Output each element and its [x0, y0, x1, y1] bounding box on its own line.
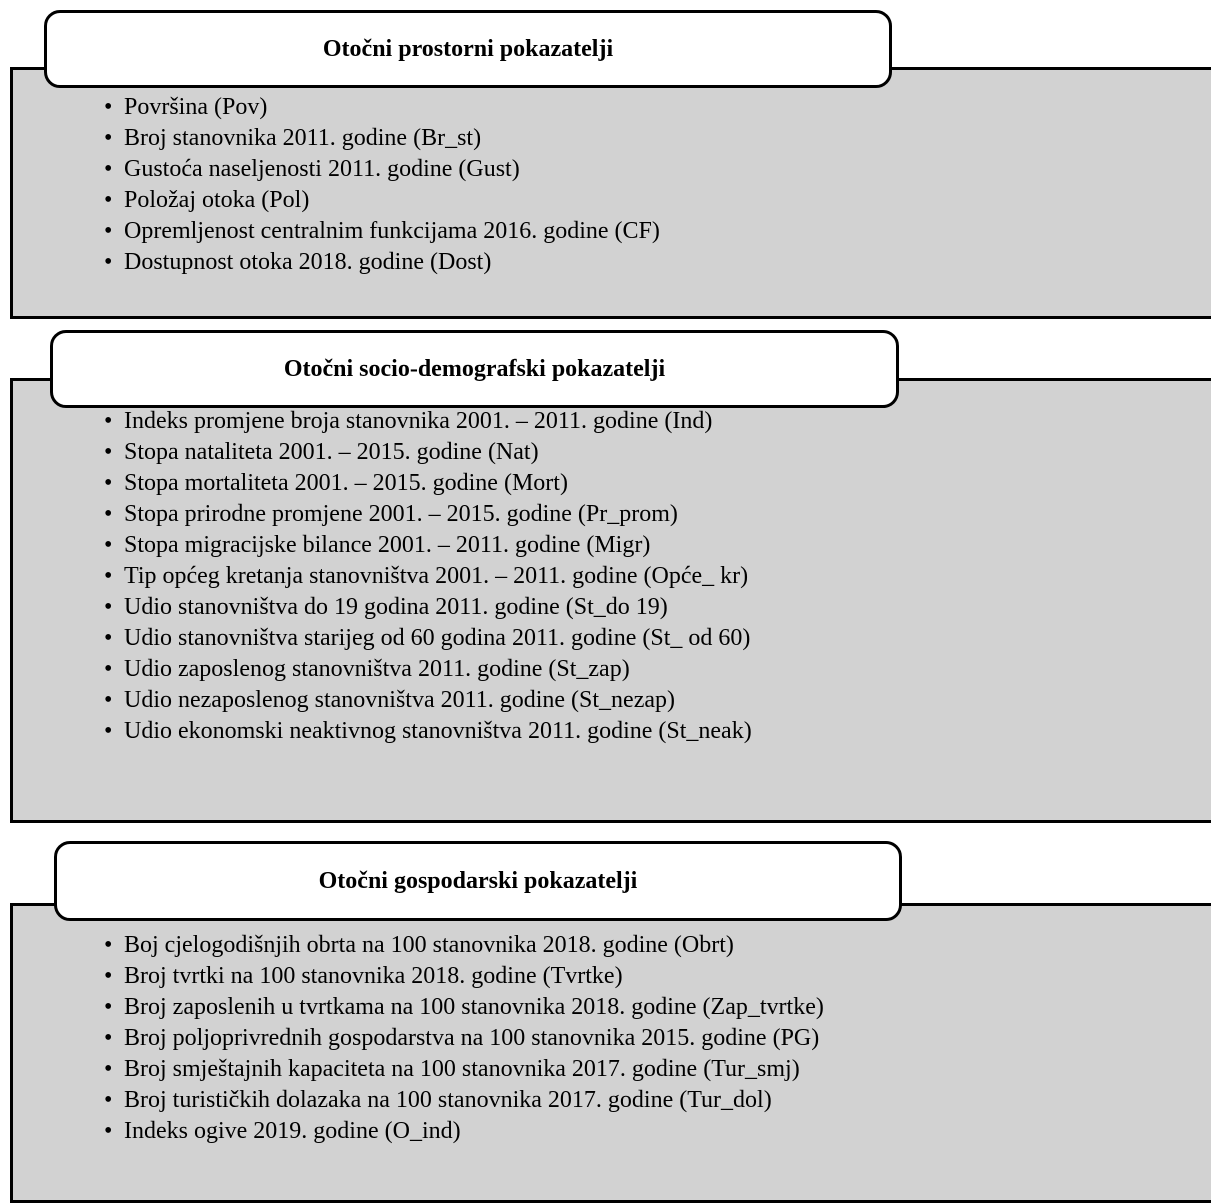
bullet-icon: •: [104, 249, 113, 275]
bullet-icon: •: [104, 408, 113, 434]
list-item: • Broj turističkih dolazaka na 100 stanov…: [104, 1085, 824, 1116]
list-item: • Broj zaposlenih u tvrtkama na 100 stano…: [104, 992, 824, 1023]
bullet-icon: •: [104, 1025, 113, 1051]
list-item: • Broj smještajnih kapaciteta na 100 stan…: [104, 1054, 824, 1085]
bullet-icon: •: [104, 656, 113, 682]
list-item: • Površina (Pov): [104, 92, 660, 123]
list-item: • Boj cjelogodišnjih obrta na 100 stanovn…: [104, 930, 824, 961]
indicator-label: Opremljenost centralnim funkcijama 2016.…: [124, 218, 660, 244]
bullet-icon: •: [104, 1056, 113, 1082]
bullet-icon: •: [104, 470, 113, 496]
list-item: • Stopa migracijske bilance 2001. – 2011.…: [104, 530, 752, 561]
list-item: • Udio ekonomski neaktivnog stanovništva …: [104, 716, 752, 747]
list-item: • Udio nezaposlenog stanovništva 2011. go…: [104, 685, 752, 716]
indicator-list: • Indeks promjene broja stanovnika 2001. …: [104, 406, 752, 747]
section-title: Otočni gospodarski pokazatelji: [54, 841, 902, 921]
indicator-label: Stopa mortaliteta 2001. – 2015. godine (…: [124, 470, 568, 496]
bullet-icon: •: [104, 1118, 113, 1144]
indicator-label: Indeks promjene broja stanovnika 2001. –…: [124, 408, 713, 434]
indicator-label: Broj stanovnika 2011. godine (Br_st): [124, 125, 482, 151]
indicator-label: Broj poljoprivrednih gospodarstva na 100…: [124, 1025, 820, 1051]
indicator-label: Položaj otoka (Pol): [124, 187, 310, 213]
bullet-icon: •: [104, 625, 113, 651]
bullet-icon: •: [104, 963, 113, 989]
indicator-label: Broj tvrtki na 100 stanovnika 2018. godi…: [124, 963, 623, 989]
section-panel: [10, 378, 1211, 823]
indicator-label: Udio stanovništva starijeg od 60 godina …: [124, 625, 751, 651]
list-item: • Stopa mortaliteta 2001. – 2015. godine …: [104, 468, 752, 499]
list-item: • Indeks ogive 2019. godine (O_ind): [104, 1116, 824, 1147]
list-item: • Gustoća naseljenosti 2011. godine (Gust…: [104, 154, 660, 185]
indicator-label: Površina (Pov): [124, 94, 268, 120]
list-item: • Tip općeg kretanja stanovništva 2001. –…: [104, 561, 752, 592]
bullet-icon: •: [104, 932, 113, 958]
indicator-label: Stopa nataliteta 2001. – 2015. godine (N…: [124, 439, 539, 465]
list-item: • Indeks promjene broja stanovnika 2001. …: [104, 406, 752, 437]
list-item: • Stopa nataliteta 2001. – 2015. godine (…: [104, 437, 752, 468]
indicator-label: Stopa prirodne promjene 2001. – 2015. go…: [124, 501, 678, 527]
list-item: • Dostupnost otoka 2018. godine (Dost): [104, 247, 660, 278]
list-item: • Udio stanovništva starijeg od 60 godina…: [104, 623, 752, 654]
indicator-label: Boj cjelogodišnjih obrta na 100 stanovni…: [124, 932, 734, 958]
bullet-icon: •: [104, 439, 113, 465]
list-item: • Položaj otoka (Pol): [104, 185, 660, 216]
bullet-icon: •: [104, 1087, 113, 1113]
bullet-icon: •: [104, 594, 113, 620]
section-spatial-indicators: Otočni prostorni pokazatelji • Površina (…: [0, 0, 1211, 330]
indicator-label: Indeks ogive 2019. godine (O_ind): [124, 1118, 461, 1144]
indicator-label: Broj zaposlenih u tvrtkama na 100 stanov…: [124, 994, 824, 1020]
bullet-icon: •: [104, 187, 113, 213]
indicator-label: Dostupnost otoka 2018. godine (Dost): [124, 249, 492, 275]
list-item: • Stopa prirodne promjene 2001. – 2015. g…: [104, 499, 752, 530]
bullet-icon: •: [104, 125, 113, 151]
list-item: • Udio stanovništva do 19 godina 2011. go…: [104, 592, 752, 623]
list-item: • Opremljenost centralnim funkcijama 2016…: [104, 216, 660, 247]
section-title: Otočni socio-demografski pokazatelji: [50, 330, 899, 408]
indicator-label: Stopa migracijske bilance 2001. – 2011. …: [124, 532, 651, 558]
bullet-icon: •: [104, 994, 113, 1020]
indicator-list: • Boj cjelogodišnjih obrta na 100 stanovn…: [104, 930, 824, 1147]
bullet-icon: •: [104, 532, 113, 558]
list-item: • Broj poljoprivrednih gospodarstva na 10…: [104, 1023, 824, 1054]
indicator-label: Tip općeg kretanja stanovništva 2001. – …: [124, 563, 749, 589]
section-socio-demographic-indicators: Otočni socio-demografski pokazatelji • In…: [0, 320, 1211, 830]
bullet-icon: •: [104, 94, 113, 120]
indicator-label: Broj turističkih dolazaka na 100 stanovn…: [124, 1087, 772, 1113]
bullet-icon: •: [104, 718, 113, 744]
indicator-label: Broj smještajnih kapaciteta na 100 stano…: [124, 1056, 800, 1082]
indicator-label: Udio stanovništva do 19 godina 2011. god…: [124, 594, 668, 620]
section-panel: [10, 67, 1211, 319]
bullet-icon: •: [104, 218, 113, 244]
indicator-list: • Površina (Pov) • Broj stanovnika 2011. go…: [104, 92, 660, 278]
indicator-label: Udio zaposlenog stanovništva 2011. godin…: [124, 656, 630, 682]
indicator-label: Gustoća naseljenosti 2011. godine (Gust): [124, 156, 520, 182]
indicator-label: Udio nezaposlenog stanovništva 2011. god…: [124, 687, 675, 713]
bullet-icon: •: [104, 687, 113, 713]
bullet-icon: •: [104, 563, 113, 589]
list-item: • Broj tvrtki na 100 stanovnika 2018. god…: [104, 961, 824, 992]
list-item: • Udio zaposlenog stanovništva 2011. godi…: [104, 654, 752, 685]
section-title: Otočni prostorni pokazatelji: [44, 10, 892, 88]
section-economic-indicators: Otočni gospodarski pokazatelji • Boj cjel…: [0, 835, 1211, 1203]
indicator-label: Udio ekonomski neaktivnog stanovništva 2…: [124, 718, 752, 744]
bullet-icon: •: [104, 156, 113, 182]
list-item: • Broj stanovnika 2011. godine (Br_st): [104, 123, 660, 154]
bullet-icon: •: [104, 501, 113, 527]
